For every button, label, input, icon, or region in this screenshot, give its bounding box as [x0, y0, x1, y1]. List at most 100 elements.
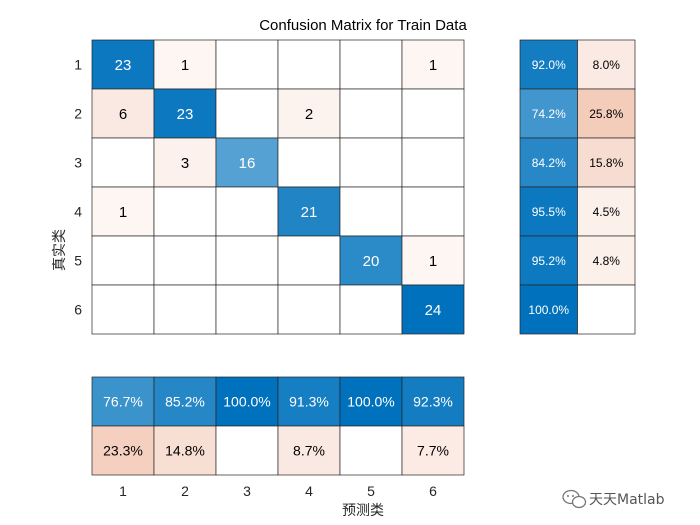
matrix-3-2-label: 3 — [181, 155, 189, 172]
col-summary-correct-3-cell — [215, 376, 279, 427]
col-summary-correct-5-cell — [339, 376, 403, 427]
matrix-6-4-cell — [277, 284, 341, 335]
matrix-1-4-cell — [277, 39, 341, 90]
x-tick-3: 3 — [243, 483, 251, 499]
x-tick-4: 4 — [305, 483, 313, 499]
matrix-4-4-cell — [277, 186, 341, 237]
matrix-5-6-cell — [401, 235, 465, 286]
y-axis-label: 真实类 — [52, 229, 68, 271]
row-summary-correct-6-cell — [519, 284, 578, 335]
matrix-6-1-cell — [91, 284, 155, 335]
x-tick-2: 2 — [181, 483, 189, 499]
col-summary-correct-6-cell — [401, 376, 465, 427]
row-summary-incorrect-2-label: 25.8% — [589, 107, 623, 121]
matrix-1-6-cell — [401, 39, 465, 90]
matrix-1-3-cell — [215, 39, 279, 90]
matrix-3-3-label: 16 — [239, 155, 256, 172]
watermark: 天天Matlab — [562, 489, 665, 509]
matrix-4-1-label: 1 — [119, 204, 127, 221]
matrix-5-3-cell — [215, 235, 279, 286]
matrix-2-1-cell — [91, 88, 155, 139]
y-tick-1: 1 — [74, 57, 82, 73]
col-summary-correct-4-label: 91.3% — [289, 394, 329, 410]
matrix-6-5-cell — [339, 284, 403, 335]
col-summary-incorrect-5-cell — [339, 425, 403, 476]
col-summary-correct-6-label: 92.3% — [413, 394, 453, 410]
y-tick-5: 5 — [74, 253, 82, 269]
col-summary-correct-5-label: 100.0% — [347, 394, 394, 410]
col-summary-incorrect-4-label: 8.7% — [293, 443, 325, 459]
row-summary-correct-3-label: 84.2% — [532, 156, 566, 170]
col-summary-incorrect-3-cell — [215, 425, 279, 476]
row-summary-correct-3-cell — [519, 137, 578, 188]
x-axis-label: 预测类 — [342, 503, 384, 519]
matrix-5-2-cell — [153, 235, 217, 286]
col-summary-correct-1-cell — [91, 376, 155, 427]
matrix-2-2-label: 23 — [177, 106, 194, 123]
watermark-text: 天天Matlab — [589, 492, 665, 508]
wechat-icon — [562, 489, 587, 509]
matrix-4-4-label: 21 — [301, 204, 318, 221]
x-tick-5: 5 — [367, 483, 375, 499]
col-summary-incorrect-1-label: 23.3% — [103, 443, 143, 459]
matrix-3-5-cell — [339, 137, 403, 188]
x-tick-1: 1 — [119, 483, 127, 499]
row-summary-incorrect-4-cell — [577, 186, 636, 237]
row-summary-incorrect-1-cell — [577, 39, 636, 90]
row-summary-correct-5-label: 95.2% — [532, 254, 566, 268]
matrix-4-5-cell — [339, 186, 403, 237]
row-summary-correct-6-label: 100.0% — [528, 303, 569, 317]
y-tick-4: 4 — [74, 204, 82, 220]
matrix-2-4-label: 2 — [305, 106, 313, 123]
col-summary-correct-4-cell — [277, 376, 341, 427]
row-summary-incorrect-3-cell — [577, 137, 636, 188]
row-summary-incorrect-3-label: 15.8% — [589, 156, 623, 170]
col-summary-incorrect-2-label: 14.8% — [165, 443, 205, 459]
row-summary-incorrect-1-label: 8.0% — [593, 58, 621, 72]
matrix-6-2-cell — [153, 284, 217, 335]
column-summary-grid: 76.7% 85.2% 100.0% 91.3% 100.0% 92.3% 23.3% 14.… — [91, 376, 465, 476]
col-summary-incorrect-6-label: 7.7% — [417, 443, 449, 459]
matrix-3-4-cell — [277, 137, 341, 188]
matrix-5-5-label: 20 — [363, 253, 380, 270]
row-summary-incorrect-5-cell — [577, 235, 636, 286]
matrix-3-6-cell — [401, 137, 465, 188]
row-summary-correct-1-label: 92.0% — [532, 58, 566, 72]
row-summary-incorrect-2-cell — [577, 88, 636, 139]
row-summary-incorrect-5-label: 4.8% — [593, 254, 621, 268]
matrix-2-5-cell — [339, 88, 403, 139]
y-tick-2: 2 — [74, 106, 82, 122]
matrix-2-2-cell — [153, 88, 217, 139]
row-summary-correct-4-label: 95.5% — [532, 205, 566, 219]
x-tick-6: 6 — [429, 483, 437, 499]
chart-title: Confusion Matrix for Train Data — [259, 17, 467, 34]
y-tick-3: 3 — [74, 155, 82, 171]
matrix-1-1-cell — [91, 39, 155, 90]
col-summary-correct-3-label: 100.0% — [223, 394, 270, 410]
matrix-5-4-cell — [277, 235, 341, 286]
matrix-2-1-label: 6 — [119, 106, 127, 123]
matrix-2-3-cell — [215, 88, 279, 139]
matrix-3-3-cell — [215, 137, 279, 188]
matrix-2-4-cell — [277, 88, 341, 139]
row-summary-incorrect-4-label: 4.5% — [593, 205, 621, 219]
matrix-4-3-cell — [215, 186, 279, 237]
row-summary-correct-1-cell — [519, 39, 578, 90]
row-summary-grid: 92.0% 74.2% 84.2% 95.5% 95.2% 100.0% 8.0% 25.8%… — [519, 39, 636, 335]
col-summary-correct-2-label: 85.2% — [165, 394, 205, 410]
matrix-5-6-label: 1 — [429, 253, 437, 270]
y-tick-6: 6 — [74, 302, 82, 318]
row-summary-correct-4-cell — [519, 186, 578, 237]
row-summary-correct-2-label: 74.2% — [532, 107, 566, 121]
matrix-1-2-cell — [153, 39, 217, 90]
col-summary-incorrect-6-cell — [401, 425, 465, 476]
col-summary-correct-1-label: 76.7% — [103, 394, 143, 410]
matrix-1-2-label: 1 — [181, 57, 189, 74]
matrix-1-1-label: 23 — [115, 57, 132, 74]
matrix-3-1-cell — [91, 137, 155, 188]
col-summary-incorrect-1-cell — [91, 425, 155, 476]
matrix-6-3-cell — [215, 284, 279, 335]
row-summary-correct-5-cell — [519, 235, 578, 286]
